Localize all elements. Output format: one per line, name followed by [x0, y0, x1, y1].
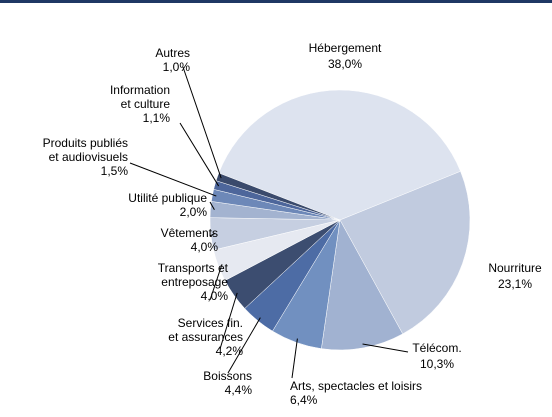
- pie-slice: [218, 89, 461, 221]
- value-label: 4,4%: [225, 383, 253, 397]
- leader-line: [129, 162, 217, 197]
- pie-slice: [215, 172, 341, 221]
- slice-label: Boissons: [203, 369, 252, 383]
- slice-label: Produits publiés et audiovisuels: [43, 136, 128, 164]
- leader-line: [219, 292, 238, 350]
- value-label: 6,4%: [290, 393, 318, 407]
- value-label: 4,0%: [191, 240, 219, 254]
- pie-slice: [339, 170, 471, 335]
- value-label: 1,0%: [163, 60, 191, 74]
- leader-line: [209, 201, 215, 211]
- leader-line: [182, 66, 222, 179]
- leader-line: [227, 317, 261, 374]
- value-label: 4,2%: [216, 344, 244, 358]
- slice-label: Hébergement: [309, 41, 382, 55]
- leader-line: [209, 233, 215, 237]
- value-label: 1,1%: [143, 111, 171, 125]
- value-label: 23,1%: [498, 277, 532, 291]
- value-label: 38,0%: [328, 57, 362, 71]
- slice-label: Arts, spectacles et loisirs: [290, 379, 422, 393]
- top-border: [0, 0, 552, 3]
- value-label: 10,3%: [420, 357, 454, 371]
- slice-label: Services fin. et assurances: [168, 316, 243, 344]
- value-label: 4,0%: [201, 289, 229, 303]
- leader-line: [209, 264, 223, 301]
- slice-label: Information et culture: [110, 83, 170, 111]
- leader-line: [179, 122, 220, 187]
- slice-label: Télécom.: [412, 341, 461, 355]
- slice-label: Transports et entreposage: [158, 261, 229, 289]
- leader-line: [291, 338, 298, 379]
- slice-label: Utilité publique: [128, 191, 207, 205]
- slice-label: Nourriture: [488, 261, 542, 275]
- value-label: 1,5%: [101, 164, 129, 178]
- slice-label: Autres: [155, 46, 190, 60]
- value-label: 2,0%: [180, 205, 208, 219]
- pie-slice: [321, 219, 404, 351]
- leader-line: [362, 343, 409, 353]
- slice-label: Vêtements: [161, 226, 218, 240]
